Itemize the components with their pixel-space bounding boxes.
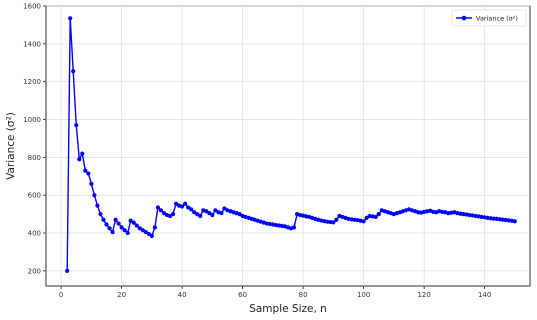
data-point: [222, 206, 227, 211]
data-point: [237, 212, 242, 217]
data-point: [95, 203, 100, 208]
data-point: [210, 212, 215, 218]
data-point: [491, 216, 496, 221]
y-tick-label: 600: [28, 192, 41, 200]
data-point: [146, 231, 151, 237]
x-tick-label: 120: [417, 291, 430, 299]
x-tick-label: 20: [117, 291, 126, 299]
data-point: [92, 193, 97, 198]
x-tick-label: 100: [357, 291, 370, 299]
data-point: [167, 213, 173, 219]
x-axis-label: Sample Size, n: [249, 303, 327, 315]
data-point: [83, 168, 88, 173]
data-point: [204, 209, 209, 214]
data-point: [137, 226, 142, 231]
data-point: [107, 226, 112, 231]
data-point: [104, 222, 109, 227]
data-point: [170, 212, 176, 217]
data-point: [128, 218, 133, 223]
grid-layer: [46, 5, 530, 286]
data-point: [373, 214, 378, 220]
data-point: [143, 229, 148, 235]
data-point: [173, 201, 179, 206]
data-point: [180, 204, 185, 209]
data-point: [89, 181, 94, 186]
data-point: [192, 210, 197, 215]
data-point: [152, 225, 157, 230]
legend-box: [451, 9, 527, 27]
legend-label: Variance (σ²): [476, 15, 518, 23]
data-point: [86, 171, 91, 176]
data-point: [149, 233, 154, 238]
data-point: [376, 212, 381, 217]
data-point: [77, 157, 82, 162]
data-point: [195, 212, 200, 217]
data-point: [213, 208, 218, 213]
data-point: [74, 123, 79, 128]
data-point: [134, 223, 139, 228]
data-point: [98, 212, 103, 217]
data-point: [125, 230, 130, 236]
data-point: [155, 205, 161, 210]
data-point: [334, 217, 339, 222]
data-point: [189, 207, 194, 212]
data-point: [198, 213, 203, 219]
data-point: [219, 211, 224, 216]
legend: Variance (σ²): [451, 9, 527, 27]
data-point: [65, 268, 70, 273]
tick-layer: 0 20 40 60 80 100 120 140 200 400 600 800 1000 1200 14…: [23, 3, 491, 300]
data-point: [110, 229, 115, 235]
data-point: [186, 205, 191, 210]
data-point: [122, 228, 127, 233]
x-tick-label: 140: [478, 291, 491, 299]
y-axis-label: Variance (σ²): [5, 112, 17, 180]
data-point: [158, 208, 164, 213]
x-tick-label: 40: [178, 291, 187, 299]
data-point: [131, 220, 136, 225]
x-tick-label: 80: [299, 291, 308, 299]
data-point: [68, 16, 73, 21]
data-point: [119, 225, 124, 230]
plot-area: [45, 5, 531, 287]
y-tick-label: 1200: [23, 78, 41, 86]
data-point: [116, 221, 121, 226]
x-tick-label: 0: [59, 291, 63, 299]
data-point: [207, 211, 212, 216]
data-point: [140, 228, 145, 233]
y-tick-label: 800: [28, 154, 41, 162]
data-point: [512, 219, 517, 224]
y-tick-label: 1000: [23, 116, 41, 124]
y-tick-label: 1600: [23, 3, 41, 11]
y-tick-label: 200: [28, 267, 41, 275]
series-layer: [65, 16, 517, 273]
y-tick-label: 1400: [23, 40, 41, 48]
legend-marker-icon: [461, 15, 467, 21]
data-point: [80, 151, 85, 156]
data-point: [113, 217, 118, 222]
data-point: [101, 217, 106, 222]
y-tick-label: 400: [28, 230, 41, 238]
data-point: [364, 215, 369, 220]
data-point: [71, 69, 76, 74]
data-point: [331, 220, 336, 225]
data-point: [361, 219, 366, 224]
x-tick-label: 60: [238, 291, 247, 299]
data-point: [161, 211, 167, 216]
data-point: [183, 201, 188, 206]
data-point: [291, 225, 297, 230]
